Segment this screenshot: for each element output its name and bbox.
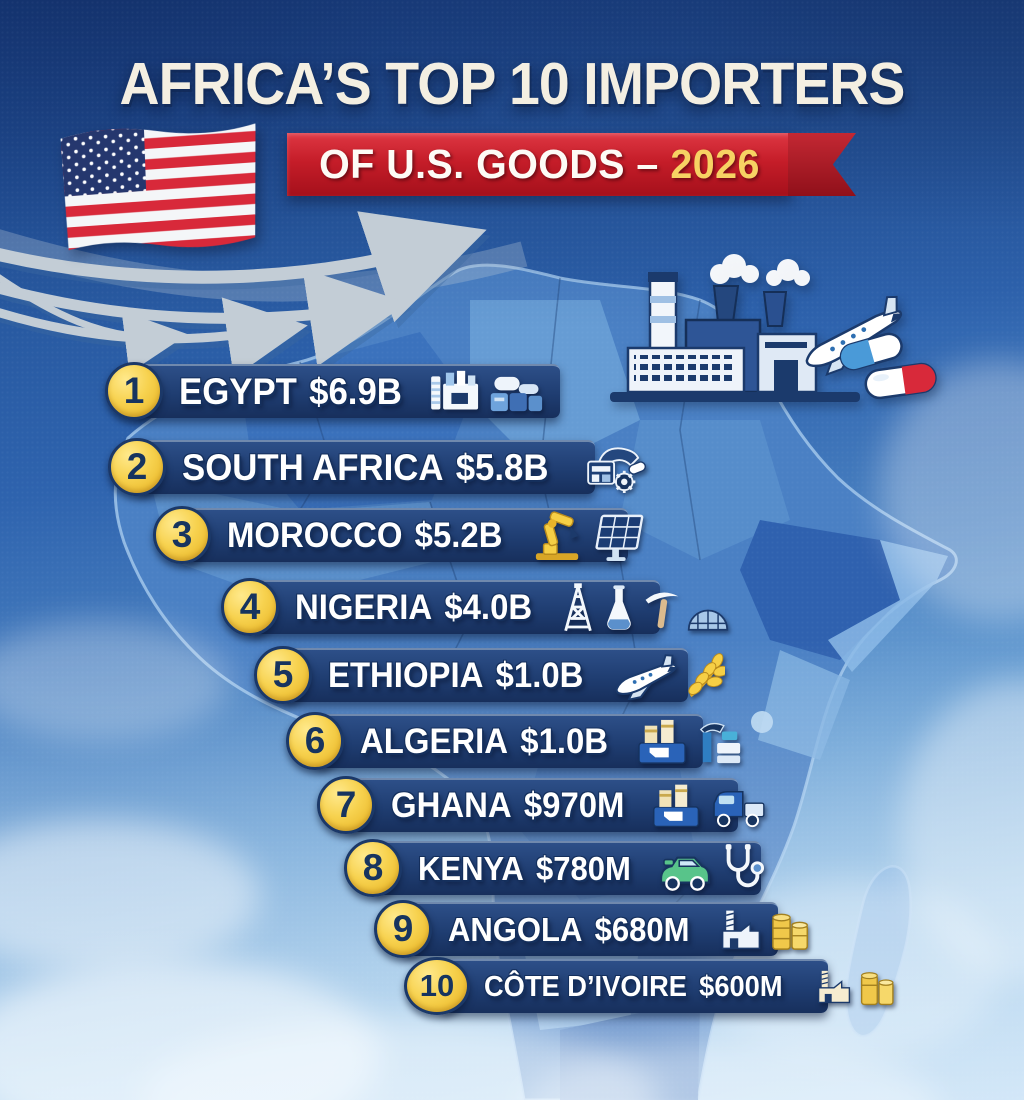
- industry-cluster: [610, 254, 937, 402]
- country-label: EGYPT: [179, 371, 297, 412]
- rank-number: 2: [126, 446, 148, 487]
- export-arrows: [0, 211, 528, 371]
- rank-number: 5: [272, 654, 294, 695]
- rank-number: 6: [304, 720, 326, 761]
- rank-row-7: 7 GHANA $970M: [317, 776, 765, 834]
- factory-machinery-icon: [653, 784, 700, 828]
- country-label: KENYA: [418, 850, 524, 887]
- rank-number: 3: [171, 514, 193, 555]
- rank-bar: CÔTE D’IVOIRE $600M: [440, 959, 894, 1013]
- value-label: $780M: [535, 850, 631, 887]
- rank-badge: 4: [221, 578, 279, 636]
- industrial-plant-icon: [431, 370, 479, 410]
- rank-badge: 3: [153, 506, 211, 564]
- rank-row-1: 1 EGYPT $6.9B: [105, 362, 560, 420]
- rank-badge: 7: [317, 776, 375, 834]
- country-label: GHANA: [391, 786, 512, 825]
- rank-row-6: 6 ALGERIA $1.0B: [286, 712, 741, 770]
- rank-row-9: 9 ANGOLA $680M: [374, 900, 808, 958]
- rank-row-3: 3 MOROCCO $5.2B: [153, 506, 644, 564]
- rank-bar: ANGOLA $680M: [404, 902, 808, 956]
- country-label: SOUTH AFRICA: [182, 447, 444, 488]
- wheat-icon: [688, 653, 725, 698]
- rank-badge: 10: [404, 957, 470, 1015]
- rank-number: 8: [362, 847, 384, 888]
- value-label: $1.0B: [495, 656, 584, 695]
- truck-icon: [713, 790, 765, 828]
- refinery-icon: [817, 970, 850, 1004]
- page-title: AFRICA’S TOP 10 IMPORTERS: [119, 51, 906, 117]
- subtitle-ribbon: OF U.S. GOODS –2026: [287, 133, 856, 196]
- country-label: NIGERIA: [295, 588, 433, 627]
- rank-number: 1: [123, 370, 145, 411]
- value-label: $6.9B: [309, 371, 402, 412]
- rank-badge: 2: [108, 438, 166, 496]
- rank-row-8: 8 KENYA $780M: [344, 839, 765, 897]
- value-label: $5.2B: [414, 516, 503, 555]
- rank-number: 7: [335, 784, 357, 825]
- mining-equipment-icon: [587, 447, 646, 493]
- rank-bar: SOUTH AFRICA $5.8B: [138, 440, 646, 494]
- airplane-icon: [615, 654, 677, 700]
- country-label: MOROCCO: [227, 516, 403, 555]
- us-flag: [56, 114, 265, 261]
- rank-number: 9: [392, 908, 414, 949]
- smokestacks-icon: [712, 285, 788, 327]
- refinery-icon: [721, 910, 761, 950]
- solar-panel-icon: [595, 514, 644, 561]
- rank-badge: 5: [254, 646, 312, 704]
- rank-badge: 8: [344, 839, 402, 897]
- madagascar-island: [844, 865, 912, 1038]
- grain-dome-icon: [688, 609, 729, 631]
- rank-bar: EGYPT $6.9B: [135, 364, 560, 418]
- car-icon: [660, 856, 711, 891]
- year-badge: 2026: [670, 141, 760, 187]
- pills-icon: [839, 332, 937, 400]
- rank-row-2: 2 SOUTH AFRICA $5.8B: [108, 438, 646, 496]
- rank-bar: GHANA $970M: [347, 778, 765, 832]
- subtitle-text: OF U.S. GOODS –: [319, 141, 659, 187]
- tower-icon: [648, 272, 678, 356]
- rank-badge: 6: [286, 712, 344, 770]
- factory-icon: [626, 346, 746, 394]
- rank-row-10: 10 CÔTE D’IVOIRE $600M: [404, 957, 894, 1015]
- rank-badge: 1: [105, 362, 163, 420]
- rank-number: 4: [239, 586, 261, 627]
- country-label: ANGOLA: [448, 911, 583, 948]
- chemical-flask-icon: [607, 585, 632, 630]
- rank-badge: 9: [374, 900, 432, 958]
- rank-bar: MOROCCO $5.2B: [183, 508, 644, 562]
- rank-bar: NIGERIA $4.0B: [251, 580, 729, 634]
- factory-machinery-icon: [638, 719, 686, 764]
- pump-equipment-icon: [699, 722, 741, 764]
- country-label: ALGERIA: [360, 722, 509, 761]
- smoke-icon: [710, 254, 810, 286]
- country-label: CÔTE D’IVOIRE: [484, 970, 687, 1003]
- value-label: $4.0B: [444, 588, 533, 627]
- rank-number: 10: [419, 968, 455, 1003]
- stethoscope-icon: [726, 844, 765, 888]
- value-label: $680M: [594, 911, 690, 948]
- value-label: $970M: [523, 786, 625, 825]
- robotic-arm-icon: [535, 511, 579, 561]
- value-label: $600M: [699, 970, 783, 1003]
- value-label: $1.0B: [520, 722, 609, 761]
- value-label: $5.8B: [455, 447, 549, 488]
- oil-derrick-icon: [564, 583, 592, 632]
- rank-row-4: 4 NIGERIA $4.0B: [221, 578, 729, 636]
- rank-bar: ALGERIA $1.0B: [316, 714, 741, 768]
- oil-barrels-icon: [860, 972, 894, 1006]
- country-label: ETHIOPIA: [328, 656, 484, 695]
- airplane-icon: [805, 295, 903, 377]
- oil-barrels-icon: [772, 913, 808, 950]
- goods-bales-icon: [490, 376, 543, 412]
- rank-row-5: 5 ETHIOPIA $1.0B: [254, 646, 725, 704]
- rank-bar: KENYA $780M: [374, 841, 765, 895]
- pickaxe-icon: [645, 592, 679, 629]
- platform: [610, 392, 860, 402]
- rank-bar: ETHIOPIA $1.0B: [284, 648, 725, 702]
